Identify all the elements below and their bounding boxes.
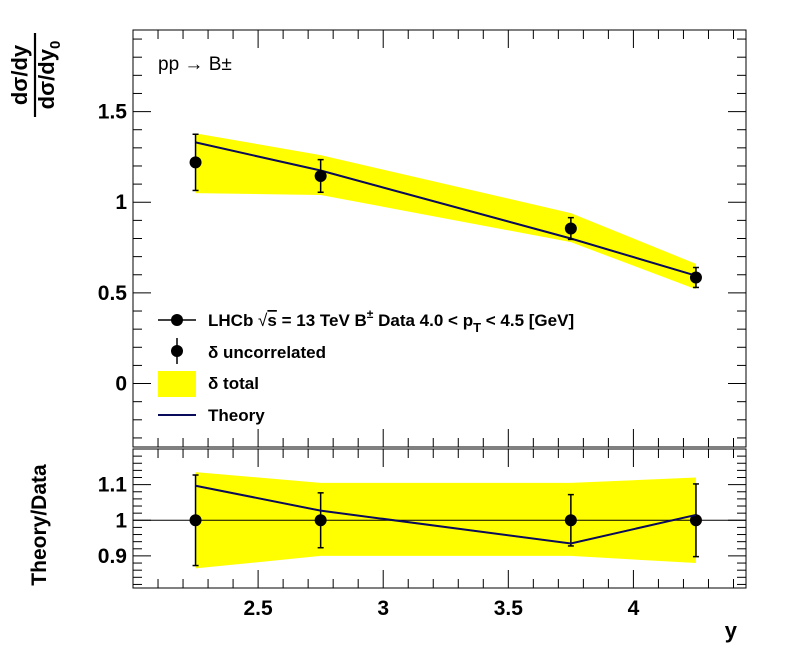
- y-tick-label: 1.1: [98, 474, 128, 497]
- main-data-points: [189, 133, 702, 289]
- legend-entry-uncorrelated: δ uncorrelated: [171, 338, 326, 364]
- ratio-y-tick-labels: 0.9 1 1.1: [98, 474, 128, 568]
- x-tick-labels: 2.5 3 3.5 4: [244, 597, 640, 620]
- main-band-area: [195, 133, 696, 290]
- data-marker: [314, 169, 327, 182]
- y-tick-label: 0.5: [98, 282, 128, 305]
- x-tick-label: 3: [377, 597, 389, 620]
- legend-entry-data: LHCb √s = 13 TeV B± Data 4.0 < pT < 4.5 …: [158, 307, 574, 335]
- ratio-plot-frame: [132, 448, 747, 589]
- ratio-data-marker: [189, 514, 202, 527]
- theory-polyline: [195, 141, 697, 277]
- legend-label-total: δ total: [208, 374, 259, 393]
- ratio-theory-polyline: [195, 484, 697, 545]
- data-marker: [689, 271, 702, 284]
- main-y-axis-label: dσ/dy dσ/dy0: [7, 33, 64, 117]
- data-point: [564, 216, 577, 241]
- ratio-data-marker: [564, 514, 577, 527]
- data-point: [689, 266, 702, 289]
- main-axis-ticks: [133, 30, 746, 447]
- legend-entry-total: δ total: [158, 371, 259, 397]
- x-axis-label: y: [725, 618, 738, 643]
- ratio-data-points: [189, 474, 702, 567]
- x-tick-label: 3.5: [494, 597, 524, 620]
- legend: LHCb √s = 13 TeV B± Data 4.0 < pT < 4.5 …: [158, 307, 574, 425]
- ratio-data-point: [564, 493, 577, 547]
- ratio-data-point: [689, 483, 702, 558]
- y-tick-label: 0: [115, 373, 127, 396]
- svg-text:dσ/dy: dσ/dy: [7, 44, 32, 105]
- svg-text:dσ/dy0: dσ/dy0: [34, 41, 64, 110]
- ratio-data-point: [314, 492, 327, 549]
- y-tick-label: 1: [115, 509, 127, 532]
- ratio-data-marker: [314, 514, 327, 527]
- data-marker: [564, 222, 577, 235]
- ratio-data-point: [189, 474, 202, 567]
- data-point: [314, 158, 327, 194]
- ratio-theory-line: [195, 484, 697, 545]
- y-tick-label: 1.5: [98, 101, 128, 124]
- main-theory-line: [195, 141, 697, 277]
- ratio-data-marker: [689, 514, 702, 527]
- y-tick-label: 0.9: [98, 545, 127, 568]
- legend-label-uncorrelated: δ uncorrelated: [208, 343, 326, 362]
- x-tick-label: 4: [628, 597, 640, 620]
- y-tick-label: 1: [115, 191, 127, 214]
- ratio-axis-ticks: [133, 449, 746, 588]
- process-annotation: pp → B±: [158, 54, 232, 75]
- legend-label-theory: Theory: [208, 406, 265, 425]
- ratio-y-axis-label: Theory/Data: [28, 464, 51, 586]
- legend-label-data: LHCb √s = 13 TeV B± Data 4.0 < pT < 4.5 …: [208, 307, 574, 335]
- x-tick-label: 2.5: [244, 597, 274, 620]
- data-point: [189, 133, 202, 192]
- legend-entry-theory: Theory: [158, 406, 265, 425]
- main-y-tick-labels: 0 0.5 1 1.5: [98, 101, 128, 396]
- main-total-band: [195, 133, 696, 290]
- data-marker: [189, 156, 202, 169]
